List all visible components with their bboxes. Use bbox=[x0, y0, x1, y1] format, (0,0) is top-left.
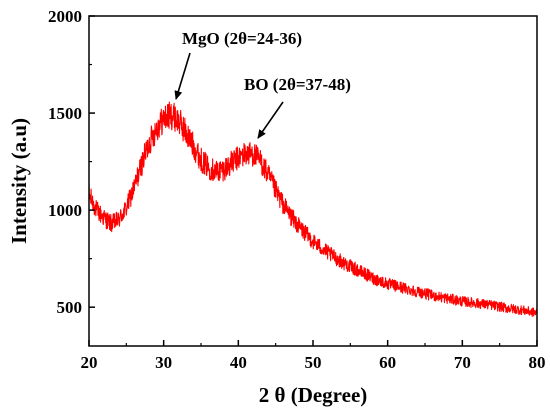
y-tick-label: 2000 bbox=[48, 7, 82, 26]
annotation-label: BO (2θ=37-48) bbox=[244, 75, 351, 94]
x-axis-title: 2 θ (Degree) bbox=[259, 383, 368, 407]
x-tick-label: 80 bbox=[529, 353, 546, 372]
x-tick-label: 20 bbox=[81, 353, 98, 372]
x-tick-label: 40 bbox=[230, 353, 247, 372]
series-layer bbox=[88, 101, 538, 317]
x-tick-label: 30 bbox=[155, 353, 172, 372]
x-tick-label: 70 bbox=[454, 353, 471, 372]
series-line-0 bbox=[88, 101, 538, 317]
annotation-layer: MgO (2θ=24-36) BO (2θ=37-48) bbox=[174, 29, 351, 139]
y-tick-label: 500 bbox=[57, 298, 83, 317]
annotation-arrow bbox=[174, 52, 191, 100]
annotation-arrow bbox=[257, 101, 284, 139]
annotation-label: MgO (2θ=24-36) bbox=[182, 29, 302, 48]
y-tick-label: 1000 bbox=[48, 201, 82, 220]
x-tick-label: 50 bbox=[305, 353, 322, 372]
x-axis-ticks: 20 30 40 50 60 70 80 bbox=[81, 340, 546, 372]
plot-frame bbox=[88, 15, 538, 347]
y-axis-title: Intensity (a.u) bbox=[7, 118, 31, 244]
y-tick-label: 1500 bbox=[48, 104, 82, 123]
x-tick-label: 60 bbox=[379, 353, 396, 372]
y-axis-ticks: 500 1000 1500 2000 bbox=[48, 7, 95, 317]
